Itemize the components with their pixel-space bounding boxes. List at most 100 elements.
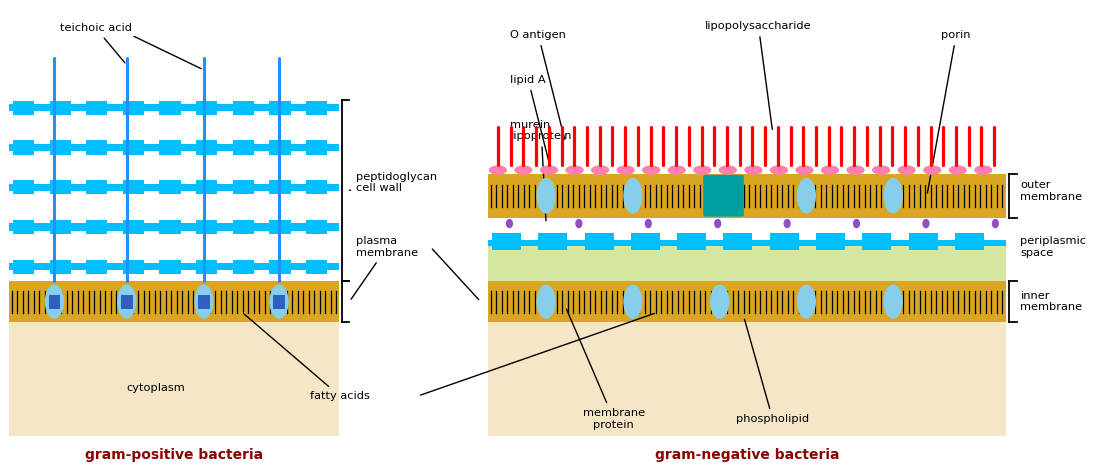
Bar [87,141,107,155]
Ellipse shape [872,165,890,175]
Ellipse shape [45,284,64,318]
Bar [9,184,338,191]
Ellipse shape [714,219,722,228]
Ellipse shape [710,178,729,214]
Bar [196,220,217,234]
Bar [48,295,60,309]
Ellipse shape [623,178,643,214]
Bar [233,100,254,115]
Bar [9,144,338,151]
Bar [585,234,613,250]
Ellipse shape [718,165,737,175]
Ellipse shape [693,165,712,175]
Ellipse shape [975,165,992,175]
Bar [49,180,71,194]
Bar [160,180,181,194]
Ellipse shape [488,165,507,175]
Bar [492,234,521,250]
Bar [196,260,217,274]
Ellipse shape [645,219,652,228]
Text: lipopolysaccharide: lipopolysaccharide [705,21,811,129]
Ellipse shape [948,165,967,175]
Bar [13,141,34,155]
Bar [631,234,660,250]
Bar [9,281,338,323]
Bar [123,180,145,194]
Bar [160,141,181,155]
Ellipse shape [515,165,532,175]
Bar [13,180,34,194]
Bar [13,220,34,234]
Text: teichoic acid: teichoic acid [60,23,131,63]
Ellipse shape [821,165,839,175]
Ellipse shape [540,165,558,175]
Ellipse shape [537,178,556,214]
Text: membrane
protein: membrane protein [566,309,645,430]
Bar [269,180,290,194]
Text: O antigen: O antigen [510,30,566,139]
Ellipse shape [795,165,814,175]
Text: lipid A: lipid A [510,75,550,167]
Bar [123,220,145,234]
Ellipse shape [537,284,556,318]
Bar [123,260,145,274]
Bar [269,141,290,155]
Ellipse shape [923,165,942,175]
Ellipse shape [884,284,902,318]
Ellipse shape [784,219,791,228]
Text: cytoplasm: cytoplasm [126,383,185,393]
Bar [13,260,34,274]
Ellipse shape [797,178,816,214]
Bar [160,100,181,115]
Ellipse shape [623,284,643,318]
Bar [196,180,217,194]
Text: outer
membrane: outer membrane [1021,180,1083,202]
Ellipse shape [846,165,865,175]
Bar [306,141,327,155]
Bar [123,100,145,115]
Ellipse shape [668,165,685,175]
Bar [49,100,71,115]
Bar [909,234,937,250]
Ellipse shape [616,165,635,175]
Bar [49,141,71,155]
Text: porin: porin [927,30,971,193]
Ellipse shape [853,219,861,228]
Bar [724,234,752,250]
Text: murein
lipoprotein: murein lipoprotein [510,120,572,221]
Ellipse shape [992,219,999,228]
Bar [269,100,290,115]
Text: fatty acids: fatty acids [244,314,370,401]
Ellipse shape [575,219,583,228]
Text: plasma
membrane: plasma membrane [351,236,418,299]
Text: inner
membrane: inner membrane [1021,291,1083,312]
Bar [9,263,338,270]
Bar [233,220,254,234]
Bar [233,260,254,274]
Ellipse shape [745,165,762,175]
Bar [160,220,181,234]
Bar [274,295,285,309]
Bar [816,234,845,250]
Bar [9,224,338,231]
Ellipse shape [797,284,816,318]
Bar [306,100,327,115]
Bar [87,180,107,194]
Bar [49,260,71,274]
FancyBboxPatch shape [703,175,744,217]
Ellipse shape [642,165,660,175]
Ellipse shape [269,284,289,318]
Bar [488,281,1006,323]
Bar [233,180,254,194]
Ellipse shape [710,284,729,318]
Ellipse shape [770,165,788,175]
Bar [306,260,327,274]
Text: phospholipid: phospholipid [736,319,809,424]
Bar [120,295,132,309]
Bar [269,260,290,274]
Text: gram-positive bacteria: gram-positive bacteria [85,448,263,462]
Bar [306,220,327,234]
Bar [13,100,34,115]
Bar [539,234,567,250]
Bar [87,100,107,115]
